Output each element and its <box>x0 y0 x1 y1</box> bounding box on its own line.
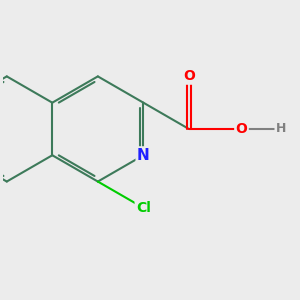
Text: O: O <box>236 122 247 136</box>
Text: N: N <box>137 148 150 163</box>
Text: Cl: Cl <box>136 201 151 215</box>
Text: H: H <box>276 122 286 136</box>
Text: O: O <box>183 69 195 83</box>
